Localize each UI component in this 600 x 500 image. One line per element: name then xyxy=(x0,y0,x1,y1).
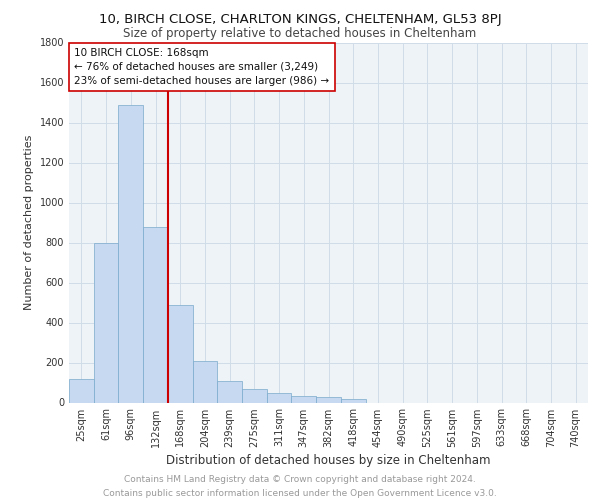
Y-axis label: Number of detached properties: Number of detached properties xyxy=(24,135,34,310)
Bar xyxy=(168,304,193,402)
Bar xyxy=(242,388,267,402)
Bar xyxy=(316,396,341,402)
Text: 10, BIRCH CLOSE, CHARLTON KINGS, CHELTENHAM, GL53 8PJ: 10, BIRCH CLOSE, CHARLTON KINGS, CHELTEN… xyxy=(98,12,502,26)
Bar xyxy=(69,378,94,402)
X-axis label: Distribution of detached houses by size in Cheltenham: Distribution of detached houses by size … xyxy=(166,454,491,467)
Bar xyxy=(193,360,217,403)
Bar xyxy=(143,226,168,402)
Bar xyxy=(94,242,118,402)
Text: Contains HM Land Registry data © Crown copyright and database right 2024.
Contai: Contains HM Land Registry data © Crown c… xyxy=(103,476,497,498)
Bar xyxy=(341,398,365,402)
Text: 10 BIRCH CLOSE: 168sqm
← 76% of detached houses are smaller (3,249)
23% of semi-: 10 BIRCH CLOSE: 168sqm ← 76% of detached… xyxy=(74,48,329,86)
Bar xyxy=(267,392,292,402)
Bar xyxy=(292,396,316,402)
Bar xyxy=(217,380,242,402)
Text: Size of property relative to detached houses in Cheltenham: Size of property relative to detached ho… xyxy=(124,28,476,40)
Bar xyxy=(118,104,143,403)
